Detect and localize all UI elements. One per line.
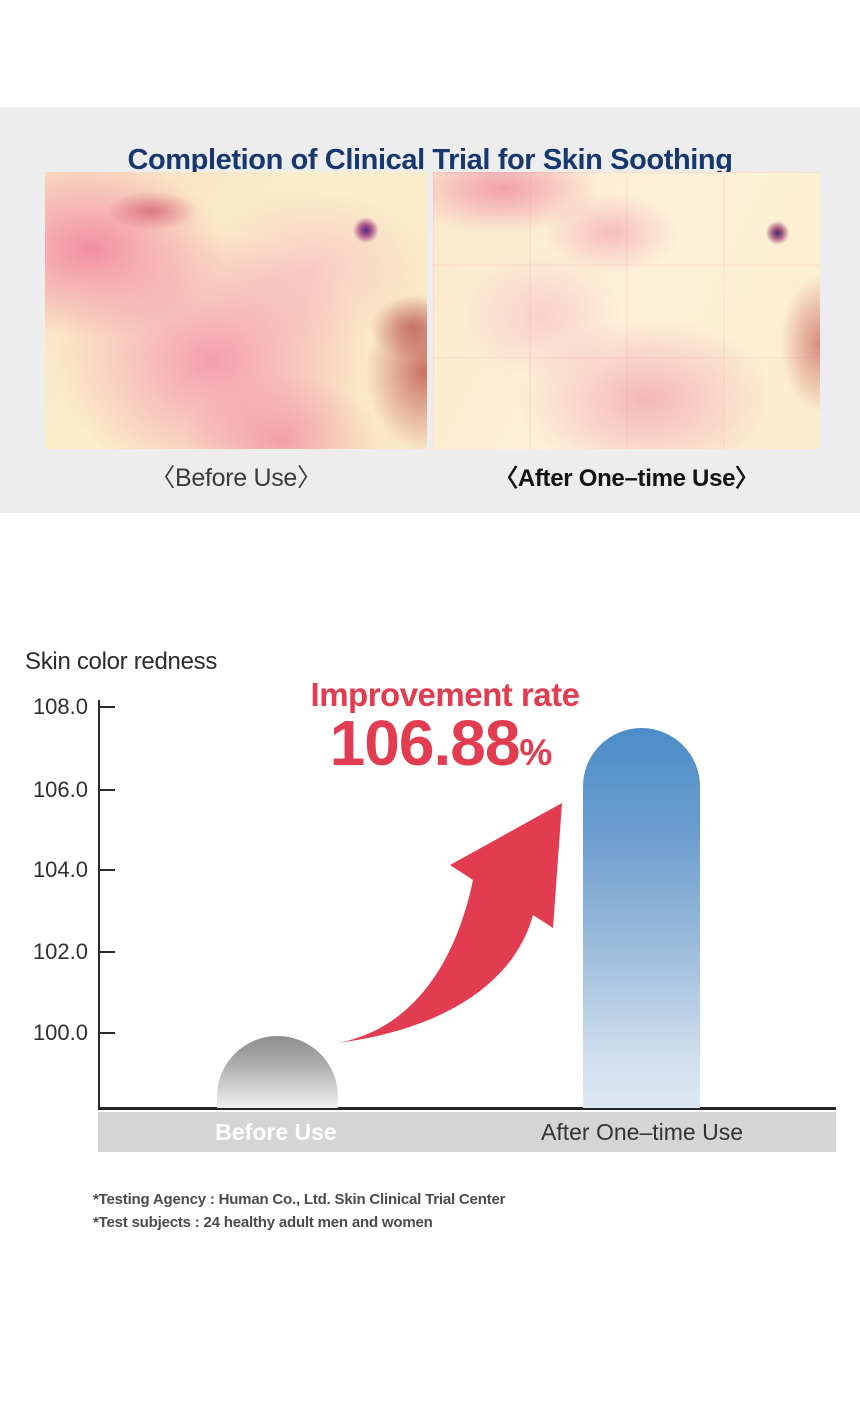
y-tick-106	[99, 789, 115, 791]
bar-after-one-time-use	[583, 728, 700, 1108]
y-tick-label-104: 104.0	[32, 857, 88, 882]
footnotes: *Testing Agency : Human Co., Ltd. Skin C…	[93, 1188, 505, 1234]
y-tick-104	[99, 869, 115, 871]
y-tick-100	[99, 1032, 115, 1034]
improvement-rate-label: Improvement rate	[310, 676, 580, 713]
footnote-test-subjects: *Test subjects : 24 healthy adult men an…	[93, 1214, 433, 1231]
y-axis-line	[98, 700, 100, 1110]
before-use-caption: 〈Before Use〉	[150, 464, 322, 492]
x-axis-category-band: Before Use After One–time Use	[98, 1112, 836, 1152]
x-label-before-use: Before Use	[215, 1119, 337, 1145]
after-use-skin-photo	[433, 172, 820, 449]
after-use-caption: 〈After One–time Use〉	[494, 465, 759, 492]
before-use-skin-photo	[45, 172, 427, 449]
improvement-rate-value: 106.88%	[293, 706, 588, 780]
improvement-rate-unit: %	[519, 732, 552, 773]
y-tick-label-100: 100.0	[32, 1020, 88, 1045]
clinical-trial-panel: Completion of Clinical Trial for Skin So…	[0, 107, 860, 513]
upward-trend-arrow-icon	[337, 803, 562, 1043]
y-tick-label-102: 102.0	[32, 939, 88, 964]
x-label-after-one-time-use: After One–time Use	[541, 1119, 743, 1145]
chart-title: Skin color redness	[25, 648, 218, 675]
y-tick-label-108: 108.0	[32, 694, 88, 719]
footnote-testing-agency: *Testing Agency : Human Co., Ltd. Skin C…	[93, 1191, 506, 1208]
x-axis-line	[98, 1107, 836, 1110]
page-title: Completion of Clinical Trial for Skin So…	[127, 144, 733, 177]
photo-caption-row: 〈Before Use〉 〈After One–time Use〉	[0, 458, 860, 498]
improvement-rate-number: 106.88	[329, 707, 521, 779]
y-tick-102	[99, 951, 115, 953]
y-tick-108	[99, 706, 115, 708]
y-tick-label-106: 106.0	[32, 777, 88, 802]
